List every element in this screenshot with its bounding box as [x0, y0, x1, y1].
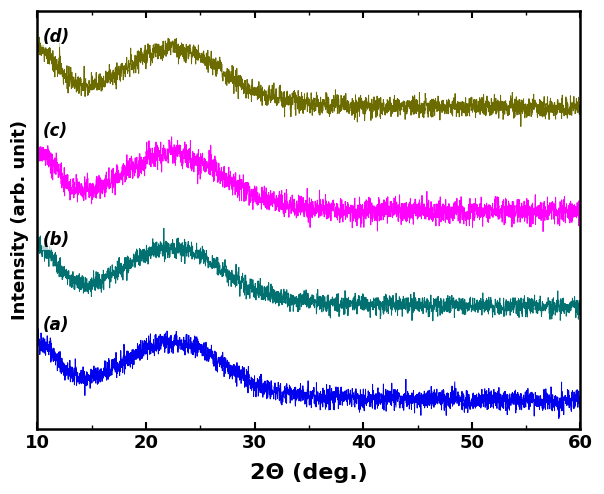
Text: (b): (b) [43, 231, 70, 249]
X-axis label: 2Θ (deg.): 2Θ (deg.) [250, 463, 368, 483]
Text: (d): (d) [43, 28, 70, 46]
Text: (c): (c) [43, 122, 68, 140]
Y-axis label: Intensity (arb. unit): Intensity (arb. unit) [11, 120, 29, 320]
Text: (a): (a) [43, 316, 69, 333]
